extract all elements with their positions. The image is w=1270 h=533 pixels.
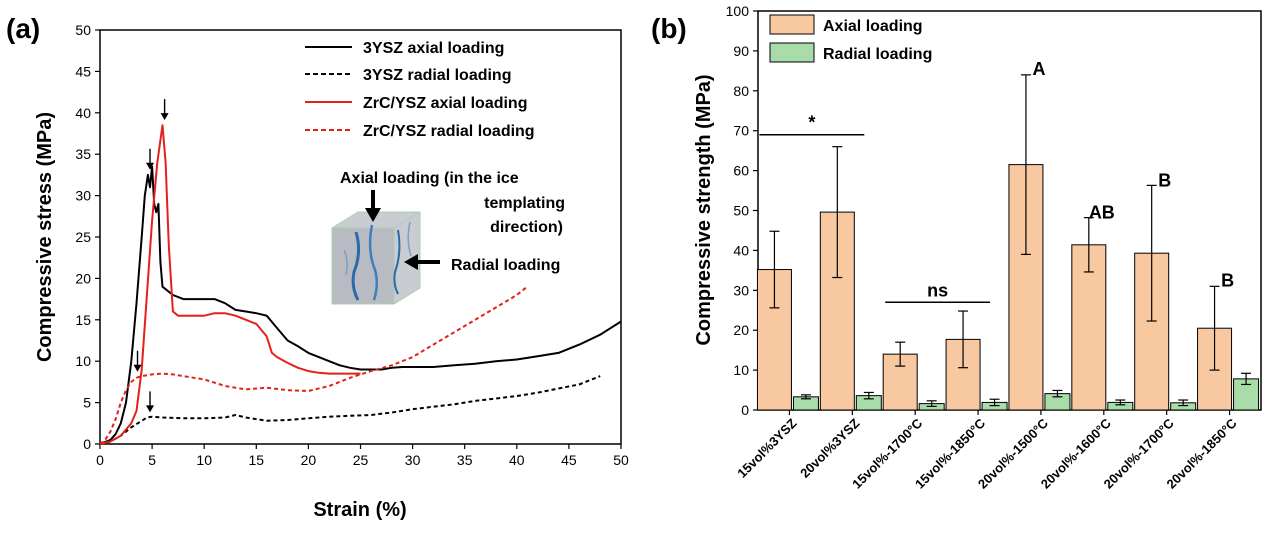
panel-b-legend: Axial loading Radial loading [769, 14, 932, 63]
panel-b-ytick-label: 60 [733, 163, 749, 179]
group-letter-label: B [1158, 171, 1171, 191]
legend-swatch-axial [769, 14, 815, 35]
axial-loading-annotation-line2: templating [484, 195, 565, 212]
panel-a-ytick-label: 50 [75, 22, 91, 38]
legend-label-zrc-axial: ZrC/YSZ axial loading [363, 95, 527, 112]
peak-arrow-head [146, 405, 155, 413]
panel-b-ytick-label: 100 [726, 3, 750, 19]
panel-a-xtick-label: 15 [249, 452, 265, 468]
group-letter-label: A [1032, 59, 1045, 79]
panel-b-label: (b) [651, 13, 687, 44]
panel-a-xtick-label: 0 [96, 452, 104, 468]
panel-a-series [99, 124, 622, 445]
panel-a-series-line-1 [99, 375, 601, 445]
panel-a-xtick-label: 30 [405, 452, 421, 468]
panel-b-category-labels: 15vol%3YSZ20vol%3YSZ15vol%-1700°C15vol%-… [734, 415, 1240, 492]
category-label: 15vol%3YSZ [734, 415, 799, 480]
panel-a-ytick-label: 10 [75, 353, 91, 369]
loading-direction-inset: Axial loading (in the ice templating dir… [331, 170, 565, 305]
panel-b-ytick-label: 30 [733, 282, 749, 298]
panel-a-xtick-label: 5 [148, 452, 156, 468]
panel-a-ytick-label: 25 [75, 229, 91, 245]
significance-label: * [808, 113, 815, 133]
panel-a-series-line-2 [99, 124, 361, 445]
panel-a-xtick-label: 20 [301, 452, 317, 468]
panel-a-ytick-label: 5 [83, 395, 91, 411]
panel-b-ytick-label: 50 [733, 203, 749, 219]
panel-a-legend: 3YSZ axial loading 3YSZ radial loading Z… [305, 40, 535, 140]
category-label: 20vol%3YSZ [797, 415, 862, 480]
legend-swatch-radial [769, 42, 815, 63]
peak-arrow-head [146, 162, 155, 170]
panel-a-ytick-label: 20 [75, 270, 91, 286]
panel-b-ytick-label: 0 [741, 402, 749, 418]
panel-a-ytick-label: 30 [75, 188, 91, 204]
panel-a-ytick-label: 35 [75, 146, 91, 162]
panel-a-ytick-label: 45 [75, 63, 91, 79]
panel-a-xtick-label: 10 [196, 452, 212, 468]
panel-a-arrows [133, 99, 169, 413]
panel-a-xtick-label: 35 [457, 452, 473, 468]
panel-a-ylabel: Compressive stress (MPa) [34, 112, 56, 362]
panel-a-label: (a) [6, 13, 40, 44]
panel-a-ticks: 0 5 10 15 20 25 30 35 40 45 50 0 5 10 15 20 25 30 35 40 45 50 [75, 22, 629, 468]
axial-loading-annotation-line3: direction) [490, 219, 563, 236]
panel-b-annotations: * ns A AB B B [759, 59, 1234, 304]
peak-arrow-head [133, 364, 142, 372]
panel-a-ytick-label: 15 [75, 312, 91, 328]
panel-a-xlabel: Strain (%) [313, 499, 406, 521]
panel-b-ytick-label: 40 [733, 242, 749, 258]
legend-label-axial: Axial loading [823, 18, 923, 35]
significance-label: ns [927, 280, 948, 300]
panel-a-ytick-label: 0 [83, 436, 91, 452]
panel-a-xtick-label: 45 [561, 452, 577, 468]
panel-a-ytick-label: 40 [75, 105, 91, 121]
panel-a-xtick-label: 25 [353, 452, 369, 468]
panel-a-series-line-0 [99, 165, 622, 445]
panel-b-ytick-label: 80 [733, 83, 749, 99]
legend-label-3ysz-radial: 3YSZ radial loading [363, 67, 511, 84]
group-letter-label: AB [1089, 203, 1115, 223]
sample-cube-image [331, 211, 421, 305]
radial-loading-annotation: Radial loading [451, 257, 560, 274]
panel-b-bars [756, 74, 1260, 415]
legend-label-3ysz-axial: 3YSZ axial loading [363, 40, 504, 57]
panel-b-ticks: 0 10 20 30 40 50 60 70 80 90 100 [726, 3, 758, 418]
peak-arrow-head [160, 113, 169, 121]
axial-loading-annotation: Axial loading (in the ice [340, 170, 519, 187]
panel-b-ylabel: Compressive strength (MPa) [693, 74, 715, 345]
group-letter-label: B [1221, 270, 1234, 290]
panel-a-xtick-label: 40 [509, 452, 525, 468]
panel-b-ytick-label: 90 [733, 43, 749, 59]
legend-label-zrc-radial: ZrC/YSZ radial loading [363, 123, 535, 140]
panel-b-ytick-label: 10 [733, 362, 749, 378]
panel-b-ytick-label: 70 [733, 123, 749, 139]
panel-a-xtick-label: 50 [613, 452, 629, 468]
legend-label-radial: Radial loading [823, 46, 932, 63]
panel-b-ytick-label: 20 [733, 322, 749, 338]
panel-a-series-line-3 [99, 285, 528, 445]
